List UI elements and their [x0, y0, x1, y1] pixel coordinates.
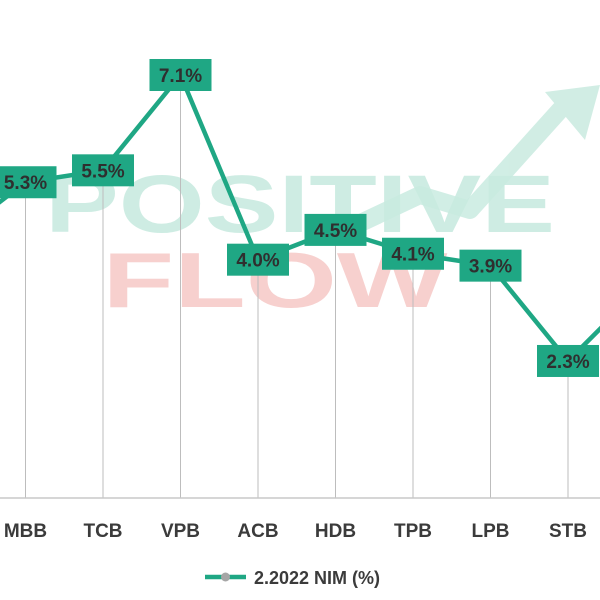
legend-dot-marker: [221, 572, 230, 582]
watermark-arrow-icon: [326, 85, 600, 244]
data-label-text: 7.1%: [159, 66, 202, 87]
data-labels: 5.3% 5.5% 7.1% 4.0% 4.5% 4.1% 3.9% 2.3%: [0, 59, 599, 377]
data-label-box: [0, 166, 57, 199]
data-label: 4.5%: [304, 213, 367, 246]
data-label: 2.3%: [537, 344, 599, 377]
data-label-box: [227, 243, 289, 276]
data-label-box: [304, 213, 367, 246]
data-label: 4.1%: [382, 237, 444, 270]
x-tick-label: ACB: [237, 521, 278, 542]
data-label-text: 2.3%: [546, 352, 589, 373]
data-label-box: [149, 59, 212, 91]
x-tick-label: HDB: [315, 521, 356, 542]
x-tick-label: TCB: [83, 521, 122, 542]
data-label-box: [459, 249, 522, 282]
x-tick-label: TPB: [394, 521, 432, 542]
data-label-text: 4.0%: [236, 251, 279, 272]
x-axis-ticks: MBB TCB VPB ACB HDB TPB LPB STB: [4, 521, 587, 542]
data-label: 5.5%: [72, 154, 134, 187]
data-label-text: 4.1%: [391, 245, 434, 266]
watermark: POSITIVE FLOW: [45, 85, 600, 324]
data-label-text: 5.5%: [81, 161, 124, 182]
legend-label: 2.2022 NIM (%): [254, 568, 380, 588]
legend: 2.2022 NIM (%): [205, 568, 380, 588]
x-tick-label: LPB: [472, 521, 510, 542]
x-tick-label: MBB: [4, 521, 47, 542]
data-label: 5.3%: [0, 166, 57, 199]
data-label: 4.0%: [227, 243, 289, 276]
data-label-box: [537, 344, 599, 377]
x-tick-label: VPB: [161, 521, 200, 542]
x-tick-label: STB: [549, 521, 587, 542]
data-label-box: [72, 154, 134, 187]
data-label-text: 5.3%: [4, 173, 47, 194]
data-label-text: 4.5%: [314, 221, 357, 242]
data-label-box: [382, 237, 444, 270]
data-label: 3.9%: [459, 249, 522, 282]
data-label: 7.1%: [149, 59, 212, 91]
series-line: [0, 72, 600, 364]
gridlines: [25, 75, 569, 498]
data-label-text: 3.9%: [469, 257, 512, 278]
